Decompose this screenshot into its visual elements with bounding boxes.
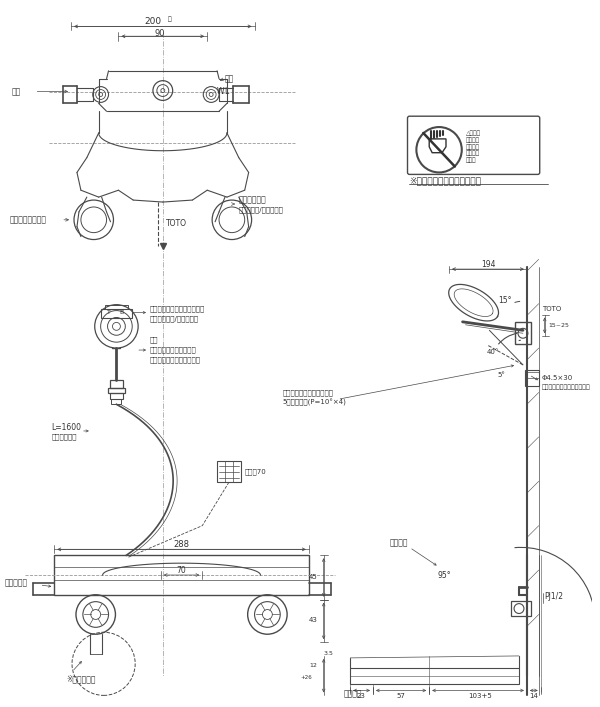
Bar bbox=[104, 305, 128, 308]
Bar bbox=[101, 308, 132, 318]
Bar bbox=[110, 380, 124, 387]
Bar bbox=[511, 601, 531, 617]
Text: 200: 200 bbox=[145, 17, 161, 26]
Text: 288: 288 bbox=[173, 540, 190, 549]
Bar bbox=[525, 370, 539, 385]
Text: 70: 70 bbox=[176, 566, 187, 575]
Text: ※注意ラベル: ※注意ラベル bbox=[66, 674, 95, 683]
Text: TOTO: TOTO bbox=[166, 219, 187, 228]
Bar bbox=[515, 322, 531, 344]
Text: さわうな: さわうな bbox=[466, 151, 480, 156]
Text: スパウト: スパウト bbox=[343, 689, 362, 698]
Text: 95°: 95° bbox=[437, 571, 451, 580]
Text: シャワーハンガー可動角度: シャワーハンガー可動角度 bbox=[282, 389, 333, 396]
Text: 3.5: 3.5 bbox=[323, 651, 334, 657]
Text: 5段階調節式(P=10°×4): 5段階調節式(P=10°×4) bbox=[282, 399, 346, 406]
Text: 90: 90 bbox=[155, 29, 165, 37]
Bar bbox=[110, 394, 124, 399]
Text: 40°: 40° bbox=[487, 349, 500, 355]
Text: ㎜: ㎜ bbox=[168, 17, 172, 23]
Text: W.L: W.L bbox=[217, 87, 230, 96]
Text: （メタル調）: （メタル調） bbox=[52, 433, 77, 440]
Text: やけどの: やけどの bbox=[466, 137, 480, 143]
Text: TOTO: TOTO bbox=[542, 305, 561, 312]
Text: T: T bbox=[107, 310, 110, 315]
Text: 温度調節ハンドル: 温度調節ハンドル bbox=[10, 216, 47, 224]
Text: グレー70: グレー70 bbox=[245, 468, 266, 474]
Text: 23: 23 bbox=[356, 694, 365, 699]
Text: Φ4.5×30: Φ4.5×30 bbox=[542, 375, 573, 380]
Text: 43: 43 bbox=[309, 617, 318, 624]
Text: 切替ハンドル: 切替ハンドル bbox=[239, 196, 266, 204]
Text: （十字穴付タッピングねじ）: （十字穴付タッピングねじ） bbox=[542, 385, 590, 390]
Text: 切替リング（パールグレー）: 切替リング（パールグレー） bbox=[150, 305, 205, 312]
Text: いで！: いで！ bbox=[466, 158, 476, 163]
Text: シャワー: シャワー bbox=[390, 538, 408, 547]
Text: （シャワー/スパウト）: （シャワー/スパウト） bbox=[239, 206, 284, 214]
Text: +26: +26 bbox=[300, 675, 312, 680]
Text: 黒色: 黒色 bbox=[150, 337, 158, 344]
Text: （シルバーメタリック調）: （シルバーメタリック調） bbox=[150, 356, 201, 363]
Text: 12: 12 bbox=[310, 663, 318, 668]
Bar bbox=[107, 387, 125, 394]
Bar bbox=[217, 460, 241, 482]
Text: 15°: 15° bbox=[498, 296, 512, 305]
Text: PJ1/2: PJ1/2 bbox=[545, 592, 563, 601]
Bar bbox=[54, 555, 309, 595]
Text: 194: 194 bbox=[481, 259, 496, 269]
Text: （マッサージ/スプレー）: （マッサージ/スプレー） bbox=[150, 315, 199, 322]
Text: 湯側: 湯側 bbox=[12, 87, 21, 96]
Text: 5°: 5° bbox=[497, 372, 505, 378]
Text: 水側: 水側 bbox=[225, 74, 234, 83]
Text: 57: 57 bbox=[396, 694, 405, 699]
Text: L=1600: L=1600 bbox=[52, 423, 82, 431]
Text: 45: 45 bbox=[309, 574, 318, 580]
Text: ※注意ラベル詳細（１：１）: ※注意ラベル詳細（１：１） bbox=[409, 176, 481, 185]
Text: ワンダービートシャワー: ワンダービートシャワー bbox=[150, 346, 197, 354]
Text: 14: 14 bbox=[529, 694, 538, 699]
Text: B: B bbox=[119, 310, 124, 315]
Text: 恐れあり: 恐れあり bbox=[466, 144, 480, 150]
Bar bbox=[112, 399, 121, 404]
Text: 安全ボタン: 安全ボタン bbox=[5, 578, 28, 588]
Text: △ご注意: △ご注意 bbox=[466, 130, 481, 136]
Text: 103+5: 103+5 bbox=[469, 694, 493, 699]
Text: 15~25: 15~25 bbox=[548, 323, 569, 328]
